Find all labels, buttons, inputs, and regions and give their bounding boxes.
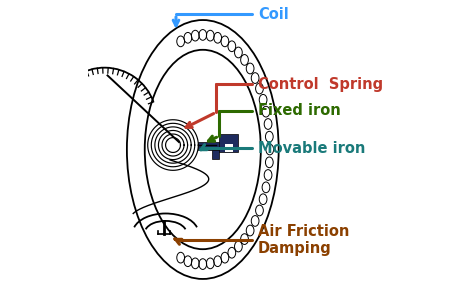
FancyBboxPatch shape: [198, 142, 220, 150]
FancyBboxPatch shape: [219, 134, 238, 152]
Text: Control  Spring: Control Spring: [258, 77, 383, 91]
FancyBboxPatch shape: [225, 144, 233, 152]
Text: Air Friction
Damping: Air Friction Damping: [258, 224, 349, 257]
Text: Coil: Coil: [258, 7, 289, 22]
Text: Fixed iron: Fixed iron: [258, 103, 341, 118]
FancyBboxPatch shape: [212, 150, 219, 159]
Ellipse shape: [145, 50, 261, 249]
Text: Movable iron: Movable iron: [258, 141, 365, 155]
